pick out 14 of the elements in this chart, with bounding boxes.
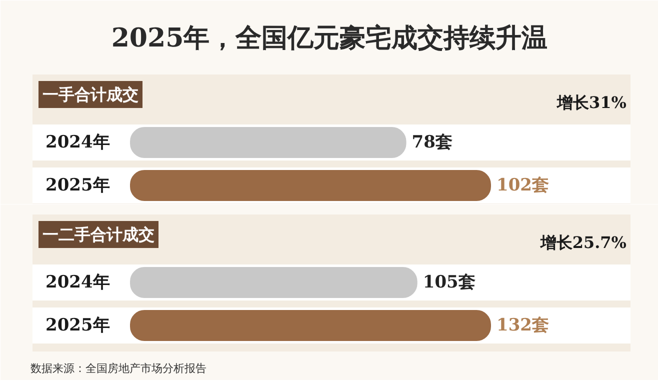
chart-title: 2025年，全国亿元豪宅成交持续升温 (111, 24, 548, 54)
source-note: 数据来源：全国房地产市场分析报告 (30, 362, 206, 375)
chart-subtitle: 一二手合计成交 (42, 225, 154, 244)
chart-subtitle: 一手合计成交 (42, 85, 138, 104)
data-label: 132套 (496, 316, 549, 336)
y-tick-label: 2024年 (46, 132, 110, 152)
data-label: 102套 (496, 176, 549, 196)
data-label: 105套 (422, 272, 476, 292)
data-label: 78套 (412, 132, 452, 152)
text: 增长25.7% (539, 233, 626, 252)
y-tick-label: 2024年 (46, 272, 110, 292)
text: 增长31% (556, 93, 626, 112)
y-tick-label: 2025年 (46, 176, 110, 196)
y-tick-label: 2025年 (46, 316, 110, 336)
